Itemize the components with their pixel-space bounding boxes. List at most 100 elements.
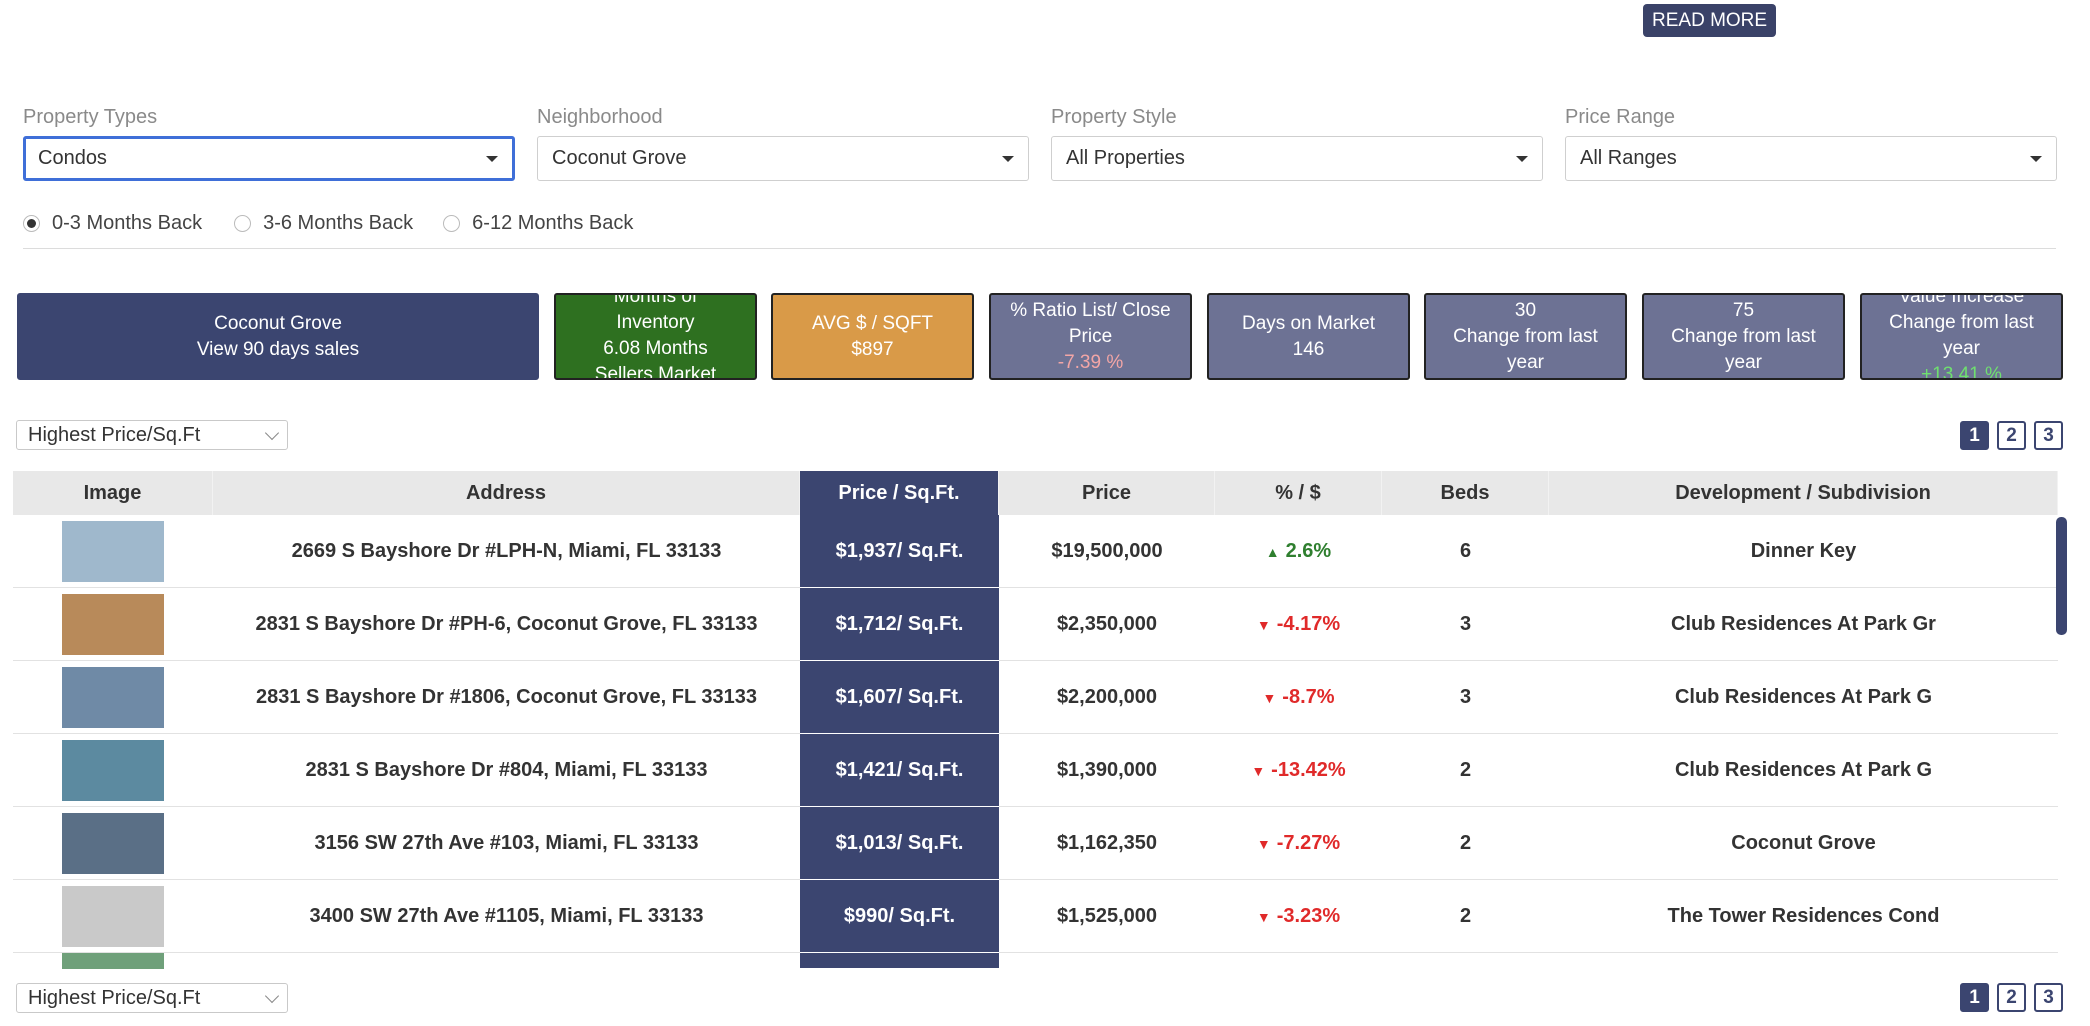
beds-cell: 3: [1459, 613, 1472, 635]
table-header: Image Address Price / Sq.Ft. Price % / $…: [13, 471, 2058, 515]
card-line: year: [1725, 351, 1762, 373]
radio-label: 0-3 Months Back: [52, 212, 203, 234]
neighborhood-sales-card[interactable]: Coconut Grove View 90 days sales: [17, 293, 539, 380]
card-value-positive: +13.41 %: [1921, 364, 2002, 380]
card-line: year: [1507, 351, 1544, 373]
property-thumbnail[interactable]: [62, 813, 164, 874]
percent-value: 2.6%: [1285, 540, 1332, 562]
percent-change: ▼ -7.27%: [1257, 832, 1340, 854]
column-header-development[interactable]: Development / Subdivision: [1549, 471, 2058, 515]
arrow-down-icon: ▼: [1262, 690, 1277, 706]
address-cell: 2831 S Bayshore Dr #PH-6, Coconut Grove,…: [255, 613, 758, 635]
radio-button[interactable]: [443, 215, 461, 232]
filter-property-style: Property Style All Properties: [1051, 104, 1543, 181]
card-line: Coconut Grove: [214, 312, 342, 334]
page-button-1[interactable]: 1: [1960, 421, 1989, 450]
address-cell: 2831 S Bayshore Dr #1806, Coconut Grove,…: [256, 686, 757, 708]
arrow-down-icon: ▼: [1256, 909, 1271, 925]
change-card-2: 75 Change from last year: [1642, 293, 1845, 380]
column-header-address[interactable]: Address: [213, 471, 800, 515]
card-line: View 90 days sales: [196, 338, 360, 360]
development-cell: Dinner Key: [1750, 540, 1857, 562]
percent-value: -8.7%: [1282, 686, 1335, 708]
column-header-price[interactable]: Price: [999, 471, 1215, 515]
beds-cell: 2: [1459, 905, 1472, 927]
filter-label: Price Range: [1565, 106, 1676, 128]
property-thumbnail[interactable]: [62, 667, 164, 728]
card-line: AVG $ / SQFT: [811, 312, 934, 334]
card-line: year: [1943, 338, 1980, 359]
property-thumbnail[interactable]: [62, 953, 164, 969]
read-more-button[interactable]: READ MORE: [1643, 4, 1777, 37]
price-per-sqft-cell: $1,013/ Sq.Ft.: [800, 807, 999, 880]
radio-3-6-months[interactable]: 3-6 Months Back: [234, 212, 413, 235]
column-header-image[interactable]: Image: [13, 471, 213, 515]
property-thumbnail[interactable]: [62, 594, 164, 655]
chevron-down-icon: [264, 425, 280, 441]
arrow-up-icon: ▲: [1265, 544, 1280, 560]
card-line: Days on Market: [1241, 312, 1376, 334]
price-cell: $1,162,350: [1056, 832, 1158, 854]
change-card-1: 30 Change from last year: [1424, 293, 1627, 380]
property-thumbnail[interactable]: [62, 521, 164, 582]
table-row[interactable]: 2831 S Bayshore Dr #1806, Coconut Grove,…: [13, 661, 2058, 734]
price-per-sqft-cell: $1,712/ Sq.Ft.: [800, 588, 999, 661]
neighborhood-select[interactable]: Coconut Grove: [537, 136, 1029, 181]
percent-change-cell: ▼ -13.42%: [1215, 734, 1382, 806]
filter-label: Property Style: [1051, 106, 1177, 128]
days-on-market-card: Days on Market 146: [1207, 293, 1410, 380]
filter-property-types: Property Types Condos: [23, 104, 515, 181]
page-button-3[interactable]: 3: [2034, 983, 2063, 1012]
table-row[interactable]: 3400 SW 27th Ave #1105, Miami, FL 33133 $…: [13, 880, 2058, 953]
property-thumbnail[interactable]: [62, 740, 164, 801]
address-cell: 3400 SW 27th Ave #1105, Miami, FL 33133: [309, 905, 704, 927]
column-header-beds[interactable]: Beds: [1382, 471, 1549, 515]
page-button-2[interactable]: 2: [1997, 421, 2026, 450]
months-inventory-card: Months of Inventory 6.08 Months Sellers …: [554, 293, 757, 380]
address-cell: 2831 S Bayshore Dr #804, Miami, FL 33133: [305, 759, 708, 781]
price-per-sqft-cell: $990/ Sq.Ft.: [800, 880, 999, 953]
card-line: $897: [851, 338, 894, 360]
chevron-down-icon: [264, 988, 280, 1004]
ratio-list-close-card: % Ratio List/ Close Price -7.39 %: [989, 293, 1192, 380]
radio-label: 6-12 Months Back: [472, 212, 634, 234]
pagination-bottom: 1 2 3: [1952, 983, 2063, 1012]
filter-label: Neighborhood: [537, 106, 663, 128]
table-row-partial[interactable]: [13, 953, 2058, 969]
radio-0-3-months[interactable]: 0-3 Months Back: [23, 212, 202, 235]
page-button-1[interactable]: 1: [1960, 983, 1989, 1012]
page-button-3[interactable]: 3: [2034, 421, 2063, 450]
beds-cell: 2: [1459, 832, 1472, 854]
table-row[interactable]: 2831 S Bayshore Dr #804, Miami, FL 33133…: [13, 734, 2058, 807]
radio-6-12-months[interactable]: 6-12 Months Back: [443, 212, 633, 235]
select-value: All Properties: [1066, 147, 1185, 169]
column-header-price-sqft[interactable]: Price / Sq.Ft.: [800, 471, 999, 515]
property-thumbnail[interactable]: [62, 886, 164, 947]
price-per-sqft-cell: $1,937/ Sq.Ft.: [800, 515, 999, 588]
card-line: % Ratio List/ Close: [1010, 299, 1171, 321]
table-row[interactable]: 3156 SW 27th Ave #103, Miami, FL 33133 $1…: [13, 807, 2058, 880]
column-header-percent[interactable]: % / $: [1215, 471, 1382, 515]
sort-select-bottom[interactable]: Highest Price/Sq.Ft: [16, 983, 288, 1013]
arrow-down-icon: ▼: [1256, 836, 1271, 852]
beds-cell: 3: [1459, 686, 1472, 708]
arrow-down-icon: ▼: [1251, 763, 1266, 779]
price-range-select[interactable]: All Ranges: [1565, 136, 2057, 181]
table-row[interactable]: 2669 S Bayshore Dr #LPH-N, Miami, FL 331…: [13, 515, 2058, 588]
card-line: Change from last: [1453, 325, 1598, 347]
development-cell: Coconut Grove: [1731, 832, 1876, 854]
property-types-select[interactable]: Condos: [23, 136, 515, 181]
filter-price-range: Price Range All Ranges: [1565, 104, 2057, 181]
table-scrollbar[interactable]: [2056, 517, 2067, 635]
table-row[interactable]: 2831 S Bayshore Dr #PH-6, Coconut Grove,…: [13, 588, 2058, 661]
page-button-2[interactable]: 2: [1997, 983, 2026, 1012]
price-cell: $1,390,000: [1056, 759, 1158, 781]
percent-change: ▼ -13.42%: [1251, 759, 1345, 781]
card-value-negative: -7.39 %: [1057, 351, 1124, 373]
radio-button[interactable]: [234, 215, 252, 232]
property-style-select[interactable]: All Properties: [1051, 136, 1543, 181]
percent-change-cell: ▼ -3.23%: [1215, 880, 1382, 952]
sort-select-top[interactable]: Highest Price/Sq.Ft: [16, 420, 288, 450]
radio-button[interactable]: [23, 215, 40, 232]
percent-change: ▲ 2.6%: [1266, 540, 1331, 562]
